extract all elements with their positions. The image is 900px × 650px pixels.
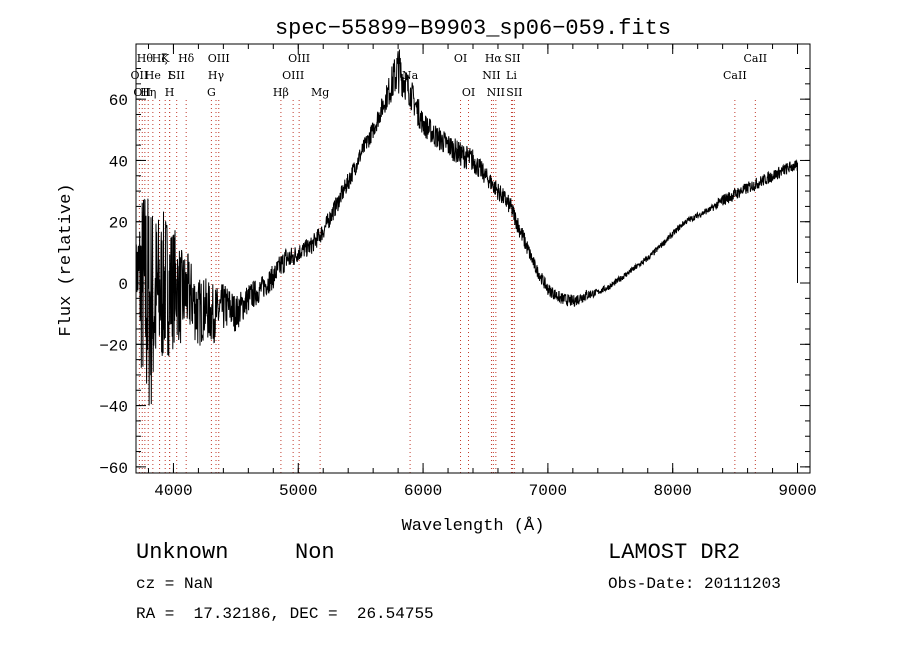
x-tick-label: 9000 bbox=[778, 482, 816, 500]
line-marker-label: He bbox=[145, 69, 161, 82]
x-axis-label: Wavelength (Å) bbox=[402, 517, 545, 536]
line-marker-label: SII bbox=[506, 86, 522, 99]
spectrum-series bbox=[135, 49, 798, 406]
chart-title: spec−55899−B9903_sp06−059.fits bbox=[275, 16, 671, 41]
line-marker-label: G bbox=[207, 86, 216, 99]
x-tick-label: 4000 bbox=[154, 482, 192, 500]
line-marker-label: Hη bbox=[140, 86, 156, 99]
line-marker-label: Mg bbox=[311, 86, 329, 99]
line-marker-label: OII bbox=[131, 69, 149, 82]
class-label: Unknown bbox=[136, 540, 229, 565]
y-tick-label: −60 bbox=[99, 460, 128, 478]
line-marker-label: NII bbox=[482, 69, 500, 82]
coords-label: RA = 17.32186, DEC = 26.54755 bbox=[136, 605, 434, 623]
y-tick-label: −20 bbox=[99, 337, 128, 355]
plot-frame bbox=[135, 43, 811, 474]
y-tick-label: 20 bbox=[109, 215, 128, 233]
line-marker-label: H bbox=[165, 86, 175, 99]
obs-date-label: Obs-Date: 20111203 bbox=[608, 575, 781, 593]
y-tick-label: 40 bbox=[109, 153, 128, 171]
line-marker-label: I bbox=[168, 69, 172, 82]
line-marker-label: Li bbox=[506, 69, 517, 82]
survey-label: LAMOST DR2 bbox=[608, 540, 741, 565]
line-marker-label: K bbox=[161, 52, 170, 65]
line-marker-label: Hδ bbox=[178, 52, 195, 65]
y-tick-label: 0 bbox=[118, 276, 128, 294]
y-tick-label: 60 bbox=[109, 92, 128, 110]
x-tick-label: 8000 bbox=[654, 482, 692, 500]
line-marker-label: SII bbox=[504, 52, 520, 65]
y-axis-label: Flux (relative) bbox=[57, 183, 76, 336]
line-marker-label: OI bbox=[462, 86, 475, 99]
redshift-label: cz = NaN bbox=[136, 575, 213, 593]
spectrum-line bbox=[135, 49, 798, 406]
axis-ticks: 4000 5000 6000 7000 8000 9000 −60 −40 −20 0 20 40 60 bbox=[99, 44, 817, 500]
line-marker-label: Hζ bbox=[152, 52, 168, 65]
line-marker-label: Hθ bbox=[137, 52, 154, 65]
line-marker-label: Na bbox=[402, 69, 419, 82]
x-tick-label: 7000 bbox=[529, 482, 567, 500]
x-tick-label: 6000 bbox=[404, 482, 442, 500]
line-marker-label: OIII bbox=[288, 52, 310, 65]
line-marker-label: OI bbox=[454, 52, 467, 65]
x-tick-label: 5000 bbox=[279, 482, 317, 500]
line-marker-label: Hβ bbox=[273, 86, 289, 99]
line-marker-label: OII bbox=[133, 86, 151, 99]
line-marker-label: OIII bbox=[282, 69, 304, 82]
line-marker-label: Hγ bbox=[208, 69, 225, 82]
line-marker-label: Hα bbox=[485, 52, 503, 65]
subclass-label: Non bbox=[295, 540, 335, 565]
line-marker-label: NII bbox=[487, 86, 505, 99]
line-marker-label: SII bbox=[169, 69, 185, 82]
line-markers: OIIOIIHθHηHeHζKHISIIHδGHγOIIIHβOIIIOIIIM… bbox=[131, 52, 767, 473]
line-marker-label: CaII bbox=[743, 52, 767, 65]
line-marker-label: CaII bbox=[723, 69, 747, 82]
y-tick-label: −40 bbox=[99, 399, 128, 417]
line-marker-label: OIII bbox=[208, 52, 230, 65]
